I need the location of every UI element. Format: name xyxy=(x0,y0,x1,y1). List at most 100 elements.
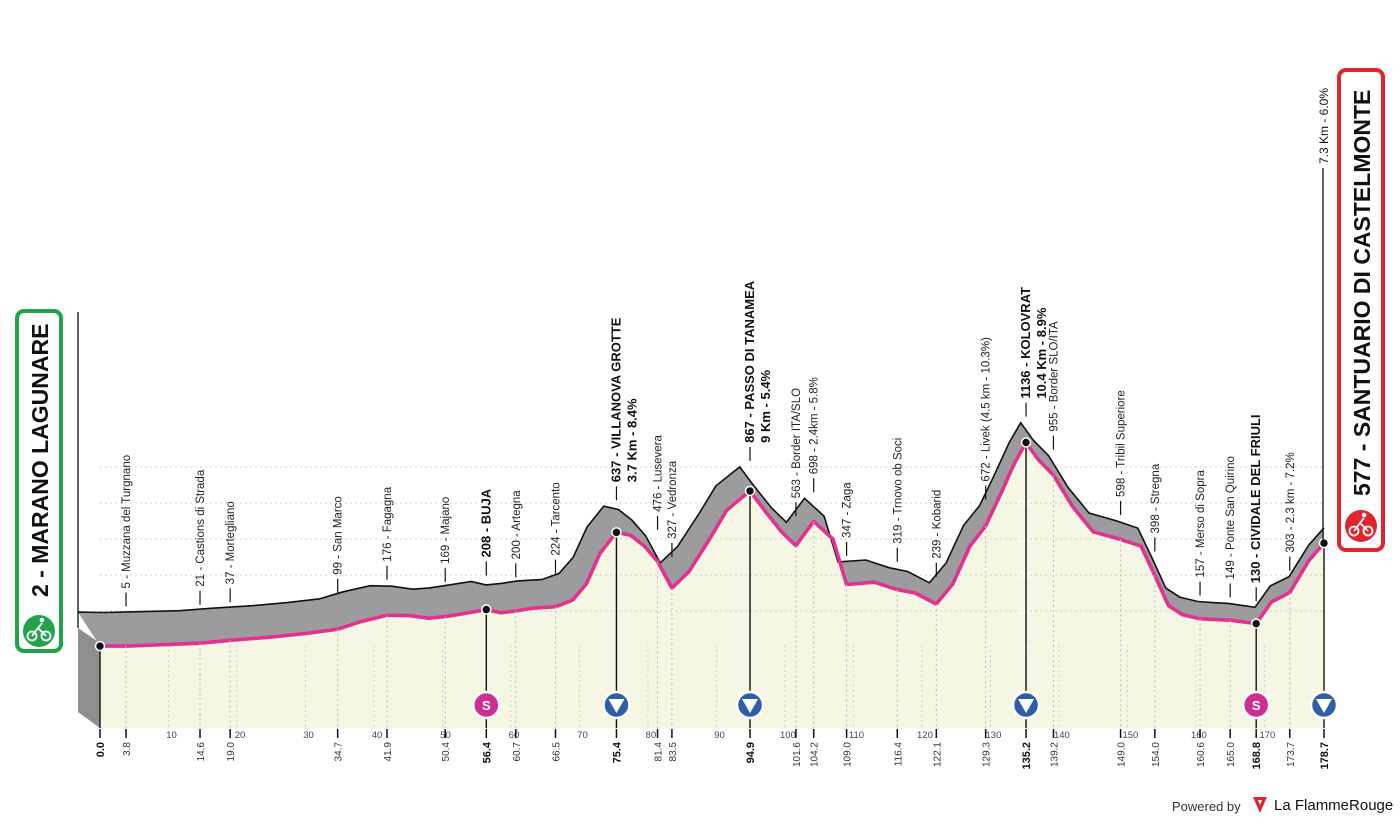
km-marker-label: 19.0 xyxy=(226,742,237,762)
km-marker-label: 168.8 xyxy=(1251,742,1263,770)
km-tick-label: 130 xyxy=(986,730,1002,741)
sprint-badge: S xyxy=(1241,690,1271,720)
km-marker-label: 116.4 xyxy=(893,742,904,767)
waypoint-dot xyxy=(744,485,756,497)
km-marker-label: 50.4 xyxy=(441,742,452,762)
km-marker-label: 139.2 xyxy=(1049,742,1060,767)
km-marker-label: 154.0 xyxy=(1151,742,1162,767)
waypoint-label: 157 - Merso di Sopra xyxy=(1195,470,1207,578)
km-marker-label: 178.7 xyxy=(1319,742,1331,770)
km-tick-label: 30 xyxy=(303,730,314,741)
brand-name: La FlammeRouge xyxy=(1274,797,1394,814)
km-marker-label: 165.0 xyxy=(1226,742,1237,767)
waypoint-label: 149 - Ponte San Quirino xyxy=(1225,456,1237,579)
km-marker-label: 41.9 xyxy=(383,742,394,762)
waypoint-label: 239 - Kobarid xyxy=(931,490,943,559)
km-marker-label: 104.2 xyxy=(810,742,821,767)
km-marker-label: 83.5 xyxy=(668,742,679,762)
badge-label: 2 xyxy=(1320,696,1327,711)
badge-label: S xyxy=(482,698,491,713)
waypoint-label: 1136 - KOLOVRAT xyxy=(1018,287,1033,399)
km-tick-label: 40 xyxy=(372,730,383,741)
start-wedge xyxy=(78,628,100,728)
km-marker-label: 94.9 xyxy=(745,742,757,763)
start-dot xyxy=(94,640,106,652)
finish-frame xyxy=(1337,68,1385,552)
badge-label: 3 xyxy=(746,696,753,711)
km-tick-label: 80 xyxy=(646,730,657,741)
km-marker-label: 109.0 xyxy=(843,742,854,767)
road-line-path xyxy=(100,440,1326,648)
km-tick-label: 110 xyxy=(849,730,864,741)
km-marker-label: 75.4 xyxy=(611,741,623,763)
waypoint-label: 698 - 2.4km - 5.8% xyxy=(809,377,821,474)
climb-category-badge: 3 xyxy=(602,690,631,720)
km-tick-label: 150 xyxy=(1122,730,1138,741)
terrain-fill xyxy=(100,442,1324,728)
km-marker-label: 56.4 xyxy=(481,741,493,763)
km-marker-label: 34.7 xyxy=(334,742,345,762)
km-marker-label: 135.2 xyxy=(1021,742,1033,770)
finish-gradient-label: 7.3 Km - 6.0% xyxy=(1317,88,1331,164)
km-marker-label: 66.5 xyxy=(551,742,562,762)
km-tick-label: 170 xyxy=(1259,730,1275,741)
badge-label: 1 xyxy=(1022,696,1029,711)
climb-category-badge: 3 xyxy=(735,690,765,720)
waypoint-label: 99 - San Marco xyxy=(333,496,345,575)
waypoint-label: 208 - BUJA xyxy=(478,488,493,557)
climb-gradient-label: 10.4 Km - 8.9% xyxy=(1034,307,1049,398)
powered-by-label: Powered by xyxy=(1172,799,1241,814)
km-marker-label: 122.1 xyxy=(932,742,943,767)
waypoint-label: 598 - Tribil Superiore xyxy=(1116,390,1128,497)
km-tick-label: 60 xyxy=(509,730,520,741)
climb-badge-triangle xyxy=(1316,699,1332,713)
sprint-badge-circle xyxy=(1241,690,1271,720)
badge-label: S xyxy=(1252,698,1261,713)
waypoint-label: 5 - Muzzana del Turgnano xyxy=(121,455,133,589)
km-tick-label: 120 xyxy=(917,730,933,741)
start-label: 2 - MARANO LAGUNARE xyxy=(27,324,53,597)
km-marker-label: 173.7 xyxy=(1286,742,1297,767)
road-band xyxy=(77,421,1325,647)
waypoint-label: 169 - Majano xyxy=(440,497,452,564)
km-marker-label: 149.0 xyxy=(1117,742,1128,767)
km-marker-label: 60.7 xyxy=(512,742,523,762)
km-tick-label: 140 xyxy=(1054,730,1070,741)
km-marker-label: 160.6 xyxy=(1196,742,1207,767)
km-marker-label: 101.6 xyxy=(792,742,803,767)
km-marker-label: 81.4 xyxy=(654,742,665,762)
finish-label: 577 - SANTUARIO DI CASTELMONTE xyxy=(1349,90,1375,496)
waypoint-label: 176 - Fagagna xyxy=(382,486,394,561)
waypoint-label: 303 - 2.3 km - 7.2% xyxy=(1285,452,1297,552)
km-marker-label: 3.8 xyxy=(122,742,133,756)
waypoint-dot xyxy=(1020,437,1032,448)
waypoint-label: 637 - VILLANOVA GROTTE xyxy=(608,317,623,482)
km-marker-label: 129.3 xyxy=(982,742,993,767)
km-tick-label: 70 xyxy=(577,730,588,741)
waypoint-label: 224 - Tarcento xyxy=(550,482,562,555)
waypoint-label: 398 - Stregna xyxy=(1150,463,1162,533)
waypoint-dot xyxy=(611,527,622,538)
finish-dot xyxy=(1318,537,1330,549)
climb-category-badge: 1 xyxy=(1011,690,1041,720)
waypoint-label: 200 - Artegna xyxy=(511,490,523,560)
climb-category-badge: 2 xyxy=(1309,690,1339,720)
waypoint-dot xyxy=(1250,618,1262,629)
road-line xyxy=(100,440,1326,648)
km-tick-label: 90 xyxy=(714,730,725,741)
km-marker-label: 0.0 xyxy=(95,742,107,757)
waypoint-label: 130 - CIVIDALE DEL FRIULI xyxy=(1248,414,1263,583)
km-marker-label: 14.6 xyxy=(196,742,207,762)
start-frame xyxy=(15,309,63,653)
climb-badge-triangle xyxy=(1018,699,1035,713)
waypoint-dot xyxy=(481,604,492,615)
climb-gradient-label: 3.7 Km - 8.4% xyxy=(624,398,639,482)
waypoint-label: 955 - Border SLO/ITA xyxy=(1048,321,1060,432)
waypoint-labels: 5 - Muzzana del Turgnano 21 - Castions di… xyxy=(94,280,1330,652)
waypoint-label: 37 - Mortegliano xyxy=(225,501,237,584)
km-tick-labels: 1020304050607080901001101201301401501601… xyxy=(166,730,1275,741)
km-tick-label: 20 xyxy=(235,730,246,741)
waypoint-label: 563 - Border ITA/SLO xyxy=(791,388,803,498)
waypoint-label: 672 - Livek (4.5 km - 10.3%) xyxy=(981,337,993,482)
terrain-area xyxy=(78,442,1324,728)
